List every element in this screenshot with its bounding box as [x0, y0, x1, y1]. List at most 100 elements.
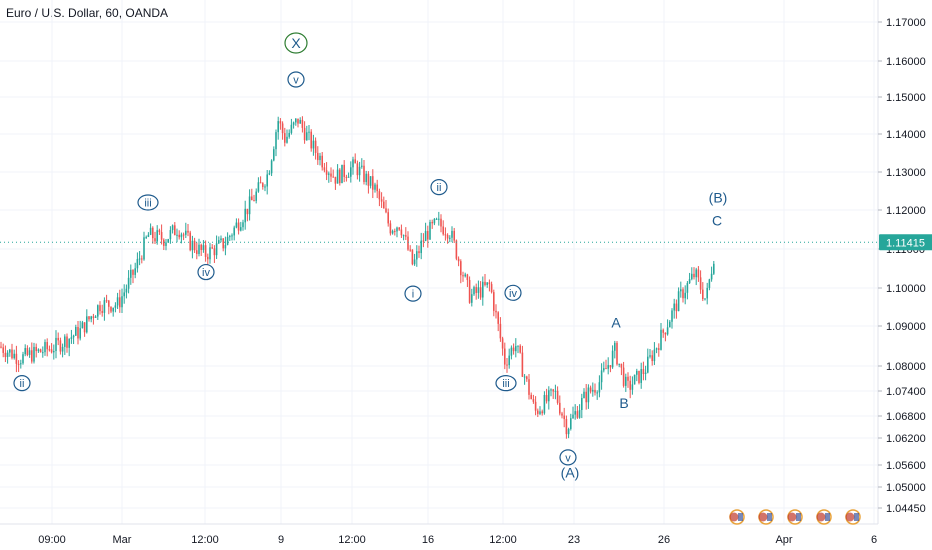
candle-body — [361, 165, 363, 167]
candle-body — [435, 218, 438, 220]
candle-body — [46, 342, 48, 350]
candle-body — [356, 163, 359, 176]
candle-body — [596, 392, 598, 394]
candle-body — [264, 186, 266, 188]
candle-body — [193, 240, 196, 251]
candle-body — [66, 336, 68, 348]
candle-body — [625, 376, 627, 386]
wave-label-B: B — [619, 395, 628, 411]
candle-body — [22, 354, 24, 364]
candle-body — [548, 390, 550, 402]
candle-body — [627, 376, 629, 381]
price-tick-label: 1.16000 — [886, 56, 926, 68]
candle-body — [119, 297, 121, 308]
candle-body — [213, 248, 216, 256]
candle-body — [13, 353, 15, 359]
candle-body — [328, 173, 330, 175]
candle-body — [490, 284, 493, 293]
candle-body — [380, 199, 383, 202]
candle-body — [530, 394, 532, 400]
price-tick-label: 1.17000 — [886, 17, 926, 29]
price-tick-label: 1.09000 — [886, 321, 926, 333]
candle-body — [684, 292, 686, 299]
last-price-tag-label: 1.11415 — [886, 237, 925, 249]
flag-stripe-icon — [767, 513, 772, 521]
candle-body — [39, 349, 42, 353]
wave-label-B: (B) — [709, 190, 728, 206]
candle-body — [68, 338, 70, 348]
candle-body — [134, 268, 136, 275]
candle-body — [702, 289, 704, 300]
time-tick-label: 6 — [871, 534, 877, 546]
candle-body — [677, 291, 680, 312]
candle-body — [704, 298, 706, 300]
candle-body — [215, 243, 218, 256]
candle-body — [325, 170, 328, 175]
candle-body — [697, 269, 700, 278]
candle-body — [306, 132, 308, 141]
candle-body — [583, 391, 585, 398]
candle-body — [462, 275, 464, 277]
candle-body — [103, 300, 106, 313]
candle-body — [268, 173, 271, 175]
candle-body — [160, 232, 163, 240]
candle-body — [433, 218, 436, 224]
candle-body — [145, 236, 147, 238]
candle-body — [464, 274, 466, 277]
candle-body — [658, 348, 660, 350]
time-tick-label: Apr — [775, 534, 792, 546]
candle-body — [574, 411, 576, 415]
candle-body — [251, 196, 253, 201]
candle-body — [482, 281, 484, 298]
candle-body — [218, 240, 220, 244]
candle-body — [319, 155, 321, 161]
price-axis[interactable]: 1.17000 1.16000 1.15000 1.14000 1.13000 1.120… — [877, 0, 932, 524]
candle-body — [196, 250, 198, 254]
candle-body — [233, 227, 235, 236]
candle-body — [77, 326, 79, 339]
price-tick-label: 1.13000 — [886, 167, 926, 179]
time-axis[interactable]: 09:00 Mar 12:00 9 12:00 16 12:00 23 26 Apr 6 — [0, 523, 878, 546]
wave-label-iii: iii — [502, 378, 509, 390]
candle-body — [682, 289, 684, 299]
candle-series — [0, 116, 715, 439]
candle-body — [28, 350, 31, 355]
candle-body — [422, 240, 425, 242]
candle-body — [405, 235, 407, 237]
candle-body — [165, 242, 167, 246]
price-tick-label: 1.05600 — [886, 460, 926, 472]
candle-body — [6, 352, 9, 358]
candle-body — [592, 389, 594, 392]
candle-body — [354, 159, 356, 164]
candle-body — [699, 277, 702, 290]
candle-body — [413, 259, 416, 265]
candle-body — [211, 247, 213, 249]
candle-body — [31, 350, 33, 362]
flag-icon — [816, 512, 826, 522]
candle-body — [611, 350, 614, 368]
candle-body — [279, 121, 282, 124]
candle-body — [396, 227, 398, 232]
candle-body — [101, 311, 103, 313]
candle-body — [334, 176, 337, 184]
candle-body — [710, 273, 713, 280]
candle-body — [671, 310, 673, 322]
candle-body — [321, 155, 323, 168]
candle-body — [92, 316, 95, 318]
candle-body — [453, 230, 455, 241]
candle-body — [534, 401, 537, 411]
wave-label-circle — [197, 263, 215, 281]
candle-body — [17, 363, 20, 365]
chart-title: Euro / U.S. Dollar, 60, OANDA — [6, 6, 169, 20]
candle-body — [473, 287, 475, 295]
candle-body — [565, 419, 568, 435]
candle-body — [680, 289, 682, 292]
economic-events[interactable] — [729, 509, 861, 525]
candle-body — [504, 348, 506, 365]
candle-body — [391, 230, 394, 234]
candle-body — [90, 316, 92, 320]
candle-body — [669, 321, 671, 328]
candle-body — [545, 394, 548, 402]
wave-label-circle — [287, 71, 305, 88]
